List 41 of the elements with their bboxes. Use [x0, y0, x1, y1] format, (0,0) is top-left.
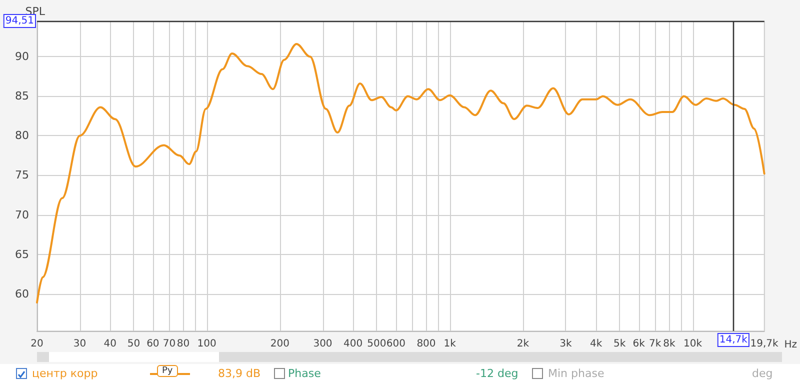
ref-line-label: 14,7k [719, 334, 748, 346]
x-tick-label: 10k [684, 338, 702, 350]
y-tick-label: 70 [15, 208, 29, 222]
x-tick-label: 100 [197, 338, 216, 350]
x-axis-title: Hz [784, 340, 798, 350]
y-tick-label: 80 [15, 129, 29, 142]
text: Phase [288, 367, 321, 380]
x-tick-label: 8k [663, 338, 676, 350]
x-tick-label: 500 [367, 338, 386, 350]
text: Py [157, 365, 178, 377]
x-tick-label: 30 [73, 338, 86, 350]
y-tick-label: 60 [15, 287, 29, 300]
x-tick-label: 300 [313, 338, 332, 350]
x-tick-label: 600 [386, 338, 406, 350]
x-tick-label: 6k [632, 338, 646, 350]
x-tick-label: 19,7k [750, 338, 779, 350]
text: deg [752, 367, 773, 380]
text: центр корр [32, 367, 98, 380]
y-tick-label: 75 [15, 168, 29, 182]
x-tick-label: 200 [270, 338, 290, 350]
text: Min phase [548, 367, 604, 380]
text: -12 deg [476, 367, 518, 380]
x-tick-label: 7k [649, 338, 662, 350]
y-tick-label: 85 [15, 90, 29, 103]
x-tick-label: 3k [560, 338, 572, 350]
x-tick-label: 1k [444, 338, 456, 350]
x-tick-label: 60 [146, 338, 160, 350]
ref-line-label: 94,51 [5, 16, 34, 26]
y-tick-label: 90 [15, 50, 29, 64]
x-tick-label: 80 [176, 338, 190, 350]
text: 83,9 dB [218, 367, 261, 380]
x-tick-label: 800 [416, 338, 436, 350]
x-tick-label: 5k [614, 338, 626, 350]
x-tick-label: 40 [104, 338, 117, 350]
y-tick-label: 65 [15, 248, 29, 261]
x-tick-label: 4k [590, 338, 602, 350]
x-tick-label: 50 [127, 338, 140, 350]
x-tick-label: 20 [30, 338, 44, 350]
x-tick-label: 2k [516, 338, 530, 350]
x-tick-label: 400 [344, 338, 363, 350]
x-tick-label: 70 [162, 338, 176, 350]
